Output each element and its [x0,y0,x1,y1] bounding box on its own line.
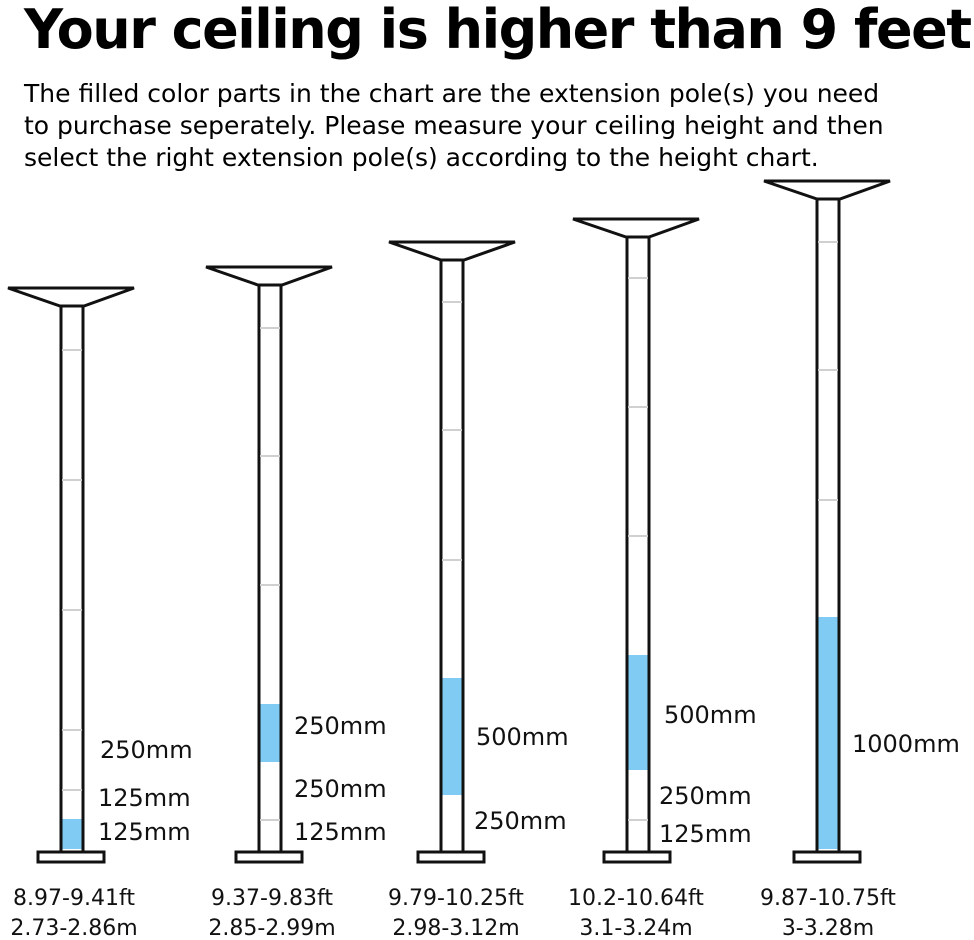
pole-1-range-ft: 8.97-9.41ft [13,886,135,911]
pole-1-base [36,850,106,864]
pole-1-segment-label: 125mm [98,784,191,812]
pole-3-range-m: 2.98-3.12m [392,916,519,940]
pole-3: 500mm 250mm 9.79-10.25ft 2.98-3.12m [388,240,569,940]
pole-2-segment-label: 250mm [294,775,387,803]
pole-1-cap [7,286,135,308]
pole-3-segment-label: 500mm [476,723,569,751]
pole-1-segment-label: 250mm [100,736,193,764]
pole-4-base [602,850,672,864]
page-description: The filled color parts in the chart are … [24,79,884,172]
pole-3-cap [388,240,516,262]
pole-2-range-ft: 9.37-9.83ft [211,886,333,911]
pole-5-cap [763,179,891,201]
pole-2-tube [257,283,283,854]
pole-2-extension-fill [260,704,280,762]
pole-3-range-ft: 9.79-10.25ft [388,886,524,911]
pole-4-extension-fill [628,655,648,770]
pole-1-extension-fill [62,819,82,849]
pole-4: 500mm 250mm 125mm 10.2-10.64ft 3.1-3.24m [568,217,757,940]
pole-3-extension-fill [442,678,462,795]
pole-4-segment-label: 125mm [659,820,752,848]
pole-2-base [234,850,304,864]
pole-2-segment-label: 125mm [294,818,387,846]
pole-4-cap [572,217,700,239]
pole-1-tube [59,304,85,854]
pole-4-segment-label: 250mm [659,782,752,810]
pole-5-extension-fill [818,617,838,849]
pole-3-segment-label: 250mm [474,807,567,835]
pole-1-segment-label: 125mm [98,818,191,846]
page-title: Your ceiling is higher than 9 feet? [24,0,974,61]
pole-2-cap [205,265,333,287]
pole-2-range-m: 2.85-2.99m [208,916,335,940]
pole-5-range-m: 3-3.28m [782,916,874,940]
pole-3-base [416,850,486,864]
pole-2-segment-label: 250mm [294,712,387,740]
pole-1-range-m: 2.73-2.86m [10,916,137,940]
pole-1: 250mm 125mm 125mm 8.97-9.41ft 2.73-2.86m [7,286,193,940]
pole-5-segment-label: 1000mm [852,730,960,758]
pole-5-base [792,850,862,864]
pole-5: 1000mm 9.87-10.75ft 3-3.28m [760,179,960,940]
pole-4-range-ft: 10.2-10.64ft [568,886,704,911]
pole-5-range-ft: 9.87-10.75ft [760,886,896,911]
pole-4-range-m: 3.1-3.24m [579,916,692,940]
pole-2: 250mm 250mm 125mm 9.37-9.83ft 2.85-2.99m [205,265,387,940]
pole-4-segment-label: 500mm [664,701,757,729]
